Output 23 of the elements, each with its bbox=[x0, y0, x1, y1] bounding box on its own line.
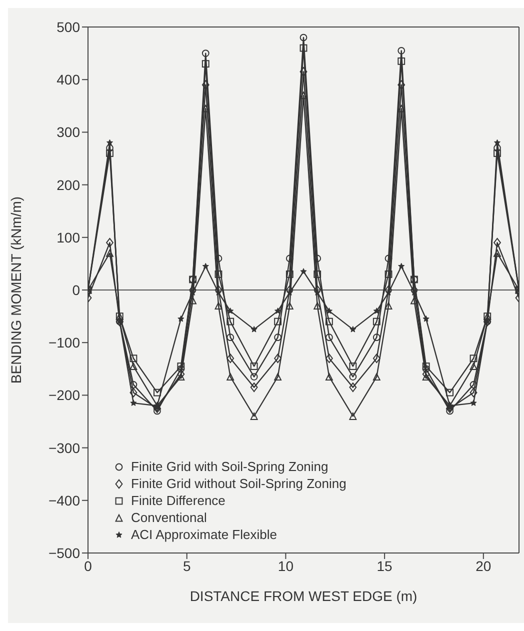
y-tick-label: 100 bbox=[56, 229, 80, 246]
legend-label: Finite Grid without Soil-Spring Zoning bbox=[131, 475, 346, 492]
x-tick-label: 0 bbox=[84, 558, 92, 574]
y-tick-label: 300 bbox=[56, 124, 80, 140]
y-tick-label: −200 bbox=[48, 387, 80, 404]
y-tick-label: 500 bbox=[56, 18, 80, 35]
x-tick-label: 15 bbox=[376, 558, 393, 574]
x-tick-label: 10 bbox=[278, 558, 294, 574]
legend-label: Finite Difference bbox=[131, 492, 226, 509]
x-tick-label: 20 bbox=[476, 558, 492, 574]
y-tick-label: 0 bbox=[72, 282, 80, 298]
y-tick-label: −100 bbox=[48, 334, 80, 351]
y-tick-label: 200 bbox=[56, 176, 80, 193]
y-tick-label: −500 bbox=[48, 544, 80, 561]
y-tick-label: −300 bbox=[48, 440, 80, 456]
legend-label: Conventional bbox=[131, 509, 207, 526]
y-tick-label: −400 bbox=[48, 492, 80, 508]
x-axis-title: DISTANCE FROM WEST EDGE (m) bbox=[190, 588, 418, 604]
y-tick-label: 400 bbox=[56, 72, 80, 88]
legend-label: ACI Approximate Flexible bbox=[131, 526, 277, 543]
x-tick-label: 5 bbox=[182, 558, 191, 574]
legend-label: Finite Grid with Soil-Spring Zoning bbox=[131, 458, 328, 475]
y-axis-title: BENDING MOMENT (kNm/m) bbox=[8, 196, 24, 384]
